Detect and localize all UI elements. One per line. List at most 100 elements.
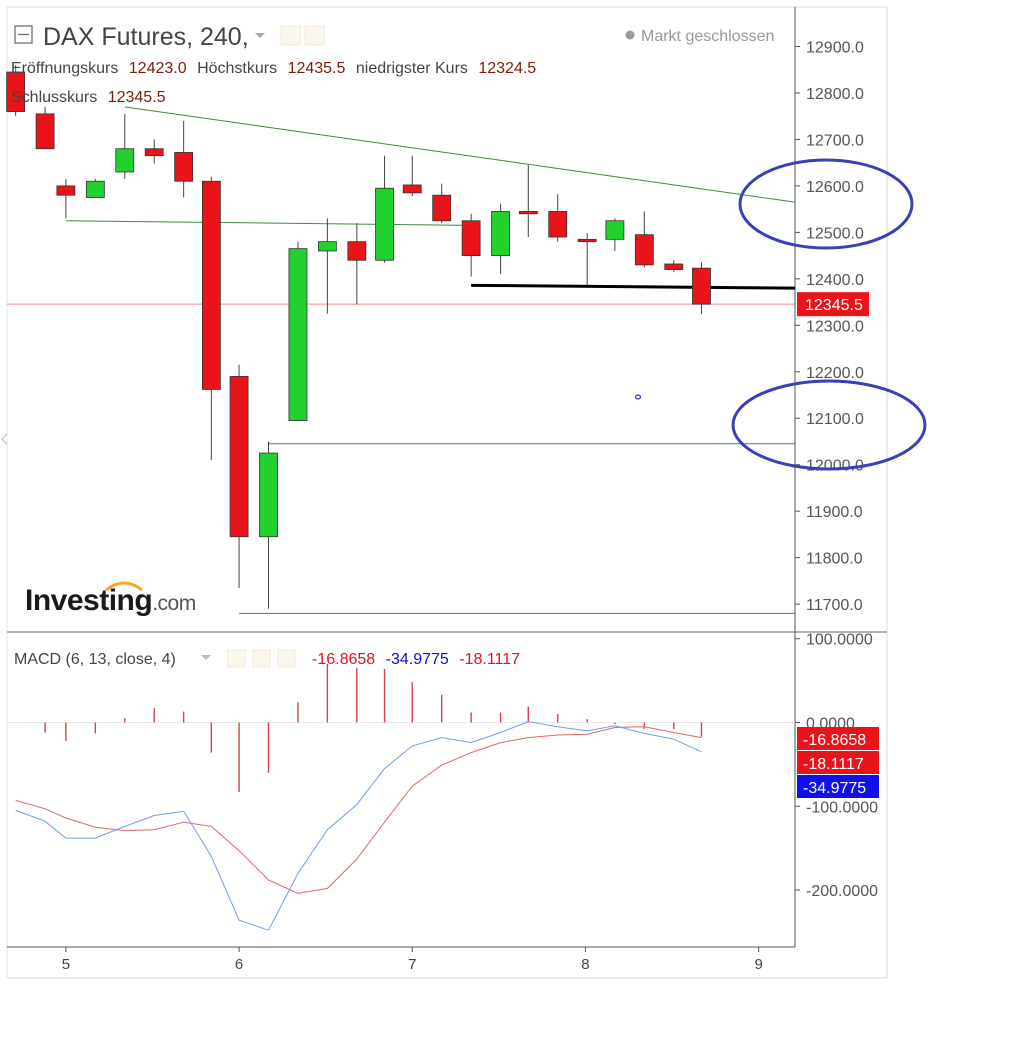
macd-chevron-down-icon[interactable]: [201, 655, 211, 660]
candle-body: [259, 452, 278, 538]
candle-body: [347, 241, 367, 261]
trend-line-support[interactable]: [65, 220, 472, 226]
macd-title: MACD (6, 13, close, 4): [14, 651, 176, 668]
macd-settings-icon[interactable]: [252, 649, 271, 668]
price-tick-label: 12900.0: [806, 39, 864, 56]
macd-header: MACD (6, 13, close, 4) -16.8658 -34.9775…: [14, 649, 520, 668]
candle-down[interactable]: [402, 155, 422, 197]
candle-up[interactable]: [375, 155, 394, 263]
candle-body: [548, 211, 568, 238]
macd-value-labels: -16.8658 -18.1117 -34.9775: [797, 727, 879, 798]
logo-suffix: .com: [152, 592, 196, 615]
last-price-label: 12345.5: [797, 292, 869, 317]
price-tick-label: 12500.0: [806, 225, 864, 242]
drawn-trend-lines[interactable]: [65, 106, 796, 614]
candle-body: [491, 211, 510, 257]
candle-down[interactable]: [347, 223, 367, 305]
candle-up[interactable]: [605, 218, 625, 251]
price-tick-label: 12600.0: [806, 179, 864, 196]
low-label: niedrigster Kurs: [356, 60, 468, 77]
candle-down[interactable]: [174, 120, 194, 198]
macd-tick-label: 100.0000: [806, 632, 873, 649]
macd-hist-value: -16.8658: [312, 651, 375, 668]
candle-down[interactable]: [548, 194, 568, 242]
price-tick-label: 11800.0: [806, 551, 863, 568]
high-value: 12435.5: [288, 60, 346, 77]
trend-line-black-level[interactable]: [471, 283, 796, 290]
macd-tick-label: -100.0000: [806, 799, 878, 816]
candle-down[interactable]: [634, 211, 654, 268]
candle-body: [402, 184, 422, 194]
candlestick-series[interactable]: [6, 65, 711, 609]
candle-body: [692, 267, 711, 305]
time-tick-label: 8: [581, 956, 589, 973]
candle-body: [605, 220, 625, 240]
candle-up[interactable]: [491, 203, 510, 275]
annotation-circle-upper[interactable]: [738, 158, 914, 250]
time-tick-label: 6: [235, 956, 243, 973]
candle-down[interactable]: [144, 139, 164, 164]
candle-body: [518, 211, 538, 215]
candle-down[interactable]: [664, 260, 684, 272]
close-label: Schlusskurs: [11, 89, 97, 106]
candle-down[interactable]: [201, 176, 221, 461]
last-price-badge: [797, 292, 869, 317]
macd-visibility-icon[interactable]: [227, 649, 246, 668]
candle-body: [56, 185, 76, 196]
last-price-text: 12345.5: [805, 297, 863, 314]
candle-down[interactable]: [577, 233, 597, 286]
candle-up[interactable]: [259, 441, 278, 609]
trend-line-resistance[interactable]: [124, 106, 796, 203]
time-tick-label: 9: [754, 956, 762, 973]
macd-value-text: -34.9775: [803, 780, 866, 797]
investing-logo: Investing.com: [25, 581, 196, 617]
candle-down[interactable]: [56, 178, 76, 219]
candle-down[interactable]: [35, 106, 55, 150]
close-icon[interactable]: [304, 25, 325, 46]
small-marker: [634, 394, 642, 400]
candle-body: [432, 194, 452, 222]
candle-body: [634, 234, 654, 266]
candle-down[interactable]: [518, 164, 538, 238]
price-tick-label: 12300.0: [806, 318, 864, 335]
price-tick-label: 12400.0: [806, 272, 864, 289]
candle-body: [35, 113, 55, 150]
macd-close-icon[interactable]: [277, 649, 296, 668]
candle-body: [115, 148, 135, 173]
candle-up[interactable]: [85, 178, 105, 198]
time-axis[interactable]: 5 6 7 8 9: [62, 947, 763, 973]
macd-histogram[interactable]: [16, 663, 703, 793]
price-tick-label: 12000.0: [806, 458, 864, 475]
svg-text:Eröffnungskurs 12423.0: Eröffnungskurs 12423.0 Höchstkurs 12435.…: [11, 60, 536, 77]
candle-body: [85, 180, 105, 198]
market-status: Markt geschlossen: [641, 28, 774, 45]
candle-up[interactable]: [317, 218, 337, 314]
price-axis[interactable]: 12900.0 12800.0 12700.0 12600.0 12500.0 12400…: [795, 39, 864, 614]
candle-down[interactable]: [6, 65, 26, 117]
candle-down[interactable]: [692, 262, 711, 314]
candle-down[interactable]: [432, 183, 452, 224]
price-tick-label: 11900.0: [806, 504, 863, 521]
candle-body: [317, 241, 337, 252]
svg-text:Investing.com: Investing.com: [25, 584, 196, 617]
candle-up[interactable]: [288, 241, 308, 421]
candle-down[interactable]: [461, 213, 481, 277]
macd-line[interactable]: [15, 721, 702, 931]
macd-value-badge: [797, 775, 879, 798]
candle-down[interactable]: [229, 364, 249, 588]
settings-icon[interactable]: [280, 25, 301, 46]
left-edge-marker: [1, 433, 8, 445]
high-label: Höchstkurs: [197, 60, 277, 77]
macd-value-badge: [797, 727, 879, 750]
macd-signal-value: -18.1117: [459, 651, 520, 668]
svg-text:-16.8658 -34.9775: -16.8658 -34.9775 -18.1117: [312, 651, 520, 668]
candle-body: [288, 248, 308, 421]
time-tick-label: 7: [408, 956, 416, 973]
macd-signal-line[interactable]: [15, 726, 702, 894]
candle-body: [144, 148, 164, 157]
annotation-circle-lower[interactable]: [731, 379, 927, 471]
candle-up[interactable]: [115, 113, 135, 179]
chevron-down-icon[interactable]: [255, 33, 265, 38]
macd-value-text: -16.8658: [803, 732, 866, 749]
candle-body: [6, 71, 26, 112]
